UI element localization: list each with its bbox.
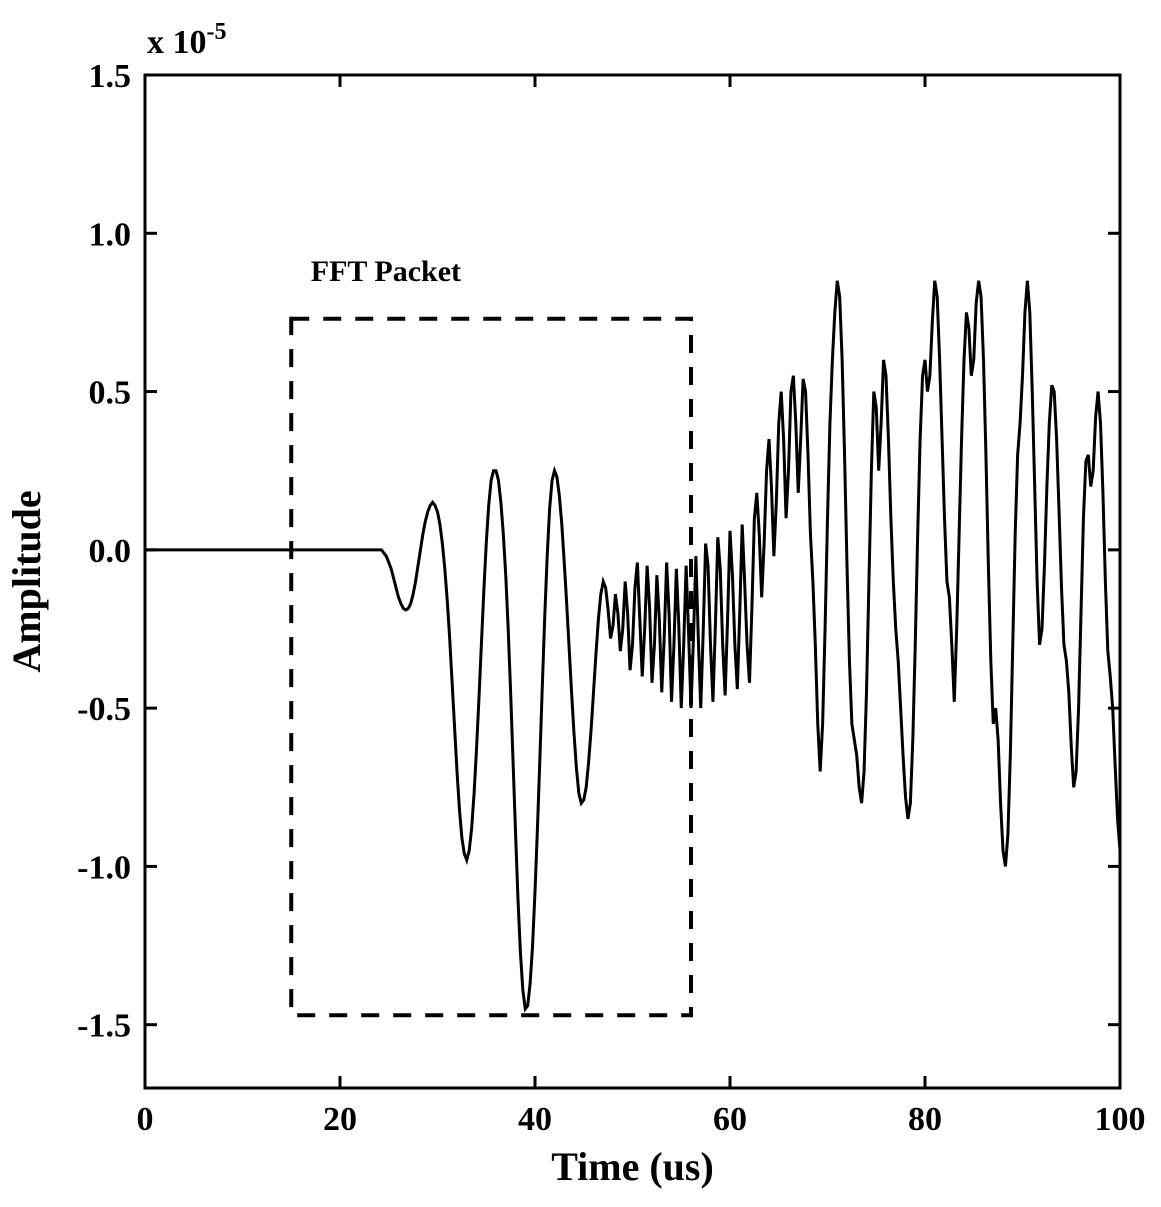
fft-packet-label: FFT Packet <box>311 255 461 288</box>
x-tick-label: 100 <box>1095 1101 1146 1138</box>
x-axis-label: Time (us) <box>551 1144 714 1189</box>
x-tick-label: 0 <box>137 1101 154 1138</box>
x-tick-label: 20 <box>323 1101 357 1138</box>
waveform-chart: 0 20 40 60 80 100 -1.5 -1.0 -0.5 0.0 0.5 1.0 1.5 Time… <box>0 0 1161 1207</box>
y-tick-label: -1.0 <box>77 849 131 886</box>
y-tick-label: 0.5 <box>89 375 132 412</box>
y-tick-label: 1.0 <box>89 216 132 253</box>
chart-container: { "chart": { "type": "line", "width_px":… <box>0 0 1161 1207</box>
x-tick-label: 40 <box>518 1101 552 1138</box>
y-tick-label: -0.5 <box>77 691 131 728</box>
y-tick-label: 0.0 <box>89 533 132 570</box>
y-tick-label: 1.5 <box>89 58 132 95</box>
y-exponent-label: x 10-5 <box>147 19 227 61</box>
y-tick-label: -1.5 <box>77 1008 131 1045</box>
y-axis-label: Amplitude <box>4 490 49 672</box>
x-tick-label: 80 <box>908 1101 942 1138</box>
x-tick-label: 60 <box>713 1101 747 1138</box>
